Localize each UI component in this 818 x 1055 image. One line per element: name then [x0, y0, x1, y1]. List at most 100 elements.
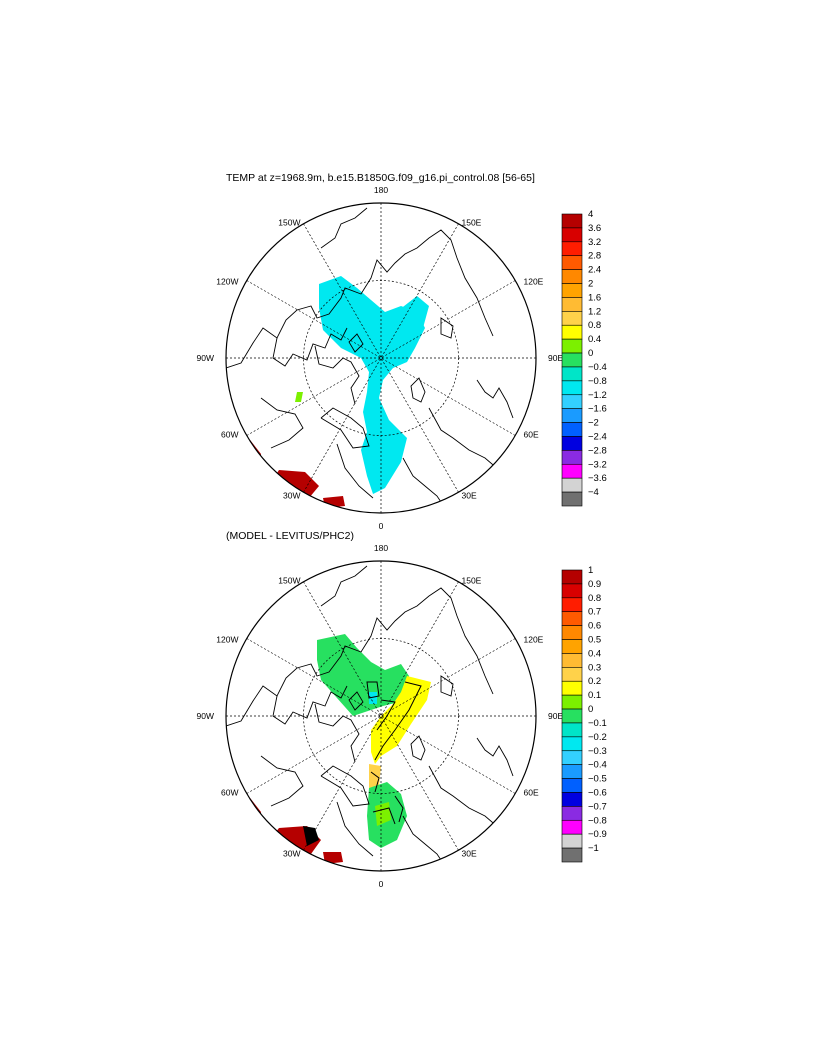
longitude-label: 30E	[462, 491, 477, 501]
colorbar-label: 0	[588, 704, 593, 715]
colorbar-box	[561, 708, 583, 724]
colorbar-label: 0.4	[588, 334, 601, 345]
colorbar-box	[561, 255, 583, 270]
longitude-label: 30W	[283, 491, 300, 501]
coastline	[272, 327, 348, 367]
colorbar-box	[561, 241, 583, 257]
colorbar-box	[561, 338, 583, 354]
coastline	[320, 765, 370, 807]
colorbar-box	[561, 583, 583, 599]
colorbar-box	[561, 639, 583, 654]
longitude-label: 150W	[278, 575, 300, 585]
colorbar-box	[561, 450, 583, 465]
colorbar-label: 0.8	[588, 593, 601, 604]
colorbar-box	[561, 269, 583, 284]
colorbar-label: 0.3	[588, 662, 601, 673]
colorbar-label: 3.2	[588, 237, 601, 248]
longitude-label: 60E	[524, 430, 539, 440]
colorbar-box	[561, 283, 583, 298]
colorbar-label: −3.2	[588, 459, 607, 470]
longitude-label: 60E	[524, 788, 539, 798]
longitude-label: 0	[379, 879, 384, 889]
colorbar-label: 1.6	[588, 292, 601, 303]
colorbar-box	[561, 408, 583, 423]
colorbar-box	[561, 653, 583, 668]
colorbar-box	[561, 213, 583, 229]
colorbar-box	[561, 227, 583, 243]
colorbar-box	[561, 736, 583, 752]
coastline	[410, 377, 426, 403]
colorbar-label: 2.4	[588, 265, 601, 276]
longitude-label: 30W	[283, 849, 300, 859]
longitude-label: 150W	[278, 217, 300, 227]
longitude-label: 60W	[221, 430, 238, 440]
colorbar-box	[561, 477, 583, 493]
contour-line	[370, 771, 380, 793]
coastline	[440, 317, 454, 339]
coastline	[428, 407, 500, 471]
colorbar-box	[561, 463, 583, 479]
longitude-label: 0	[379, 521, 384, 531]
longitude-label: 120E	[524, 635, 544, 645]
colorbar-box	[561, 324, 583, 340]
colorbar-label: 2.8	[588, 251, 601, 262]
coastline	[348, 333, 364, 353]
colorbar-label: 1	[588, 565, 593, 576]
map-content	[226, 565, 514, 867]
colorbar-label: −3.6	[588, 473, 607, 484]
colorbar-box	[561, 833, 583, 849]
longitude-label: 150E	[462, 575, 482, 585]
colorbar-label: 0	[588, 348, 593, 359]
longitude-label: 30E	[462, 849, 477, 859]
colorbar-box	[561, 352, 583, 368]
longitude-label: 90W	[197, 353, 214, 363]
colorbar-box	[561, 694, 583, 710]
colorbar-label: 1.2	[588, 306, 601, 317]
coastline	[226, 587, 494, 727]
colorbar-label: −1.6	[588, 404, 607, 415]
colorbar-label: 0.5	[588, 635, 601, 646]
coastline	[402, 815, 446, 867]
colorbar-label: 0.4	[588, 648, 601, 659]
longitude-label: 90E	[548, 353, 563, 363]
colorbar-label: 0.9	[588, 579, 601, 590]
panel-2-title: (MODEL - LEVITUS/PHC2)	[226, 530, 354, 542]
map-boundary	[225, 560, 537, 872]
colorbar-box	[561, 491, 583, 507]
colorbar-box	[561, 380, 583, 396]
colorbar-label: −2	[588, 418, 599, 429]
colorbar-label: 0.6	[588, 621, 601, 632]
longitude-label: 90W	[197, 711, 214, 721]
panel-1-title: TEMP at z=1968.9m, b.e15.B1850G.f09_g16.…	[226, 172, 535, 184]
colorbar-box	[561, 297, 583, 312]
colorbar-box	[561, 569, 583, 585]
colorbar-label: −2.4	[588, 431, 607, 442]
colorbar-box	[561, 778, 583, 793]
anomaly-region	[303, 826, 319, 846]
colorbar-box	[561, 764, 583, 779]
colorbar-panel-2: 1 0.9 0.8 0.7 0.6 0.5 0.4 0.3 0.2 0.1 0 −0.1 −0.2 −0.…	[561, 565, 607, 863]
colorbar-label: 0.8	[588, 320, 601, 331]
colorbar-label: −0.2	[588, 732, 607, 743]
coastline	[440, 675, 454, 697]
colorbar-box	[561, 436, 583, 451]
colorbar-label: −1	[588, 843, 599, 854]
contour-line	[374, 681, 422, 761]
colorbar-label: 4	[588, 209, 593, 220]
colorbar-label: −4	[588, 487, 599, 498]
longitude-label: 120W	[216, 277, 238, 287]
colorbar-box	[561, 750, 583, 765]
coastline	[260, 397, 304, 449]
coastline	[314, 345, 360, 405]
colorbar-box	[561, 792, 583, 807]
coastline	[476, 379, 514, 419]
longitude-label: 90E	[548, 711, 563, 721]
colorbar-label: −0.4	[588, 760, 607, 771]
colorbar-box	[561, 722, 583, 738]
colorbar-panel-1: 4 3.6 3.2 2.8 2.4 2 1.6 1.2 0.8 0.4 0 −0.4 −0.8 −1.2 −…	[561, 209, 607, 507]
map-content	[226, 207, 514, 509]
colorbar-box	[561, 680, 583, 696]
colorbar-label: −0.1	[588, 718, 607, 729]
anomaly-region	[369, 692, 377, 704]
